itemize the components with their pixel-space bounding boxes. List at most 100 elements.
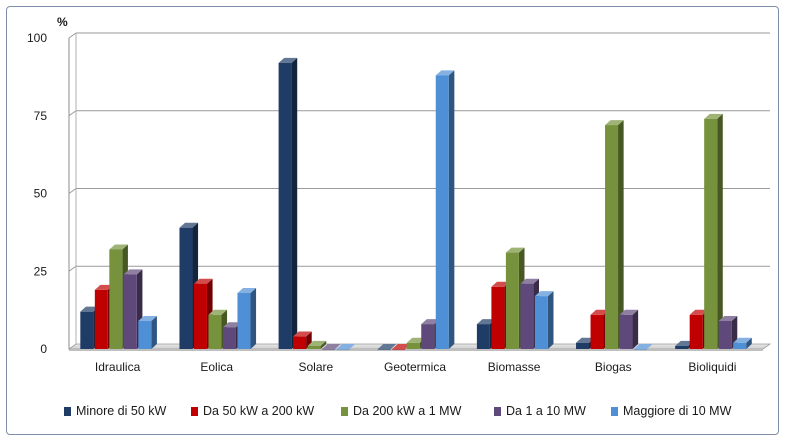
bar-top (435, 70, 455, 76)
bar-side (151, 316, 157, 349)
bar (307, 345, 321, 349)
chart-frame (6, 6, 779, 435)
bar (534, 296, 548, 349)
bar (193, 283, 207, 349)
bar (675, 345, 689, 349)
y-tick-label: 0 (40, 342, 47, 356)
bar-top (307, 340, 327, 346)
gridlines (67, 32, 772, 351)
bar (476, 324, 490, 349)
bar-top (675, 340, 694, 346)
bar-top (377, 344, 397, 349)
bar (222, 327, 236, 349)
legend-swatch (341, 406, 348, 416)
x-tick-label: Idraulica (95, 360, 141, 374)
bar-top (322, 344, 341, 349)
bar-top (392, 344, 411, 349)
bar (138, 321, 152, 349)
x-tick-label: Bioliquidi (688, 360, 736, 374)
legend-label: Da 1 a 10 MW (506, 404, 586, 418)
legend-label: Da 50 kW a 200 kW (203, 404, 315, 418)
y-tick-label: 100 (27, 31, 47, 45)
chart-floor-edge (69, 349, 763, 351)
bar (123, 274, 137, 349)
x-tick-label: Eolica (200, 360, 233, 374)
bar (237, 293, 251, 349)
bar-side (291, 57, 298, 349)
legend-item: Da 200 kW a 1 MW (341, 404, 461, 418)
bar (336, 349, 350, 350)
bar-top (123, 269, 143, 275)
bar-top (80, 306, 99, 312)
legend-item: Maggiore di 10 MW (611, 404, 731, 418)
bar-top (208, 309, 228, 315)
bar-top (718, 316, 738, 322)
legend-item: Da 1 a 10 MW (494, 404, 586, 418)
gridline-depth (68, 265, 77, 272)
bar (634, 349, 648, 350)
bar-top (505, 247, 525, 253)
x-tick-label: Biogas (595, 360, 632, 374)
bar (392, 349, 406, 350)
x-tick-label: Biomasse (488, 360, 541, 374)
gridline-depth (68, 32, 77, 39)
gridline-depth (68, 110, 77, 117)
bar-top (336, 344, 356, 349)
bar (689, 314, 703, 349)
legend: Minore di 50 kW Da 50 kW a 200 kW Da 200 k… (0, 404, 785, 424)
bar (619, 314, 633, 349)
bar-top (534, 291, 554, 297)
bar-top (138, 316, 157, 322)
labels: 0 25 50 75 100 Idraulica Eolica Solare Geotermic… (27, 31, 736, 374)
bar-top (491, 281, 510, 287)
bar-top (590, 309, 610, 315)
bar-side (448, 70, 455, 349)
legend-item: Minore di 50 kW (64, 404, 166, 418)
bar-top (733, 337, 752, 343)
bar-top (704, 113, 723, 119)
legend-item: Da 50 kW a 200 kW (191, 404, 314, 418)
y-tick-label: 50 (34, 187, 48, 201)
bar-top (293, 331, 312, 337)
bar (208, 314, 222, 349)
bar-top (278, 57, 298, 63)
bar-side (717, 113, 723, 349)
bar (80, 311, 94, 349)
bar-top (689, 309, 709, 315)
bar-top (109, 244, 128, 250)
bar-top (193, 278, 213, 284)
bar-top (576, 337, 595, 343)
bar-top (222, 322, 242, 328)
bar (505, 252, 519, 349)
x-tick-label: Geotermica (384, 360, 446, 374)
bar-side (618, 120, 624, 349)
bar (576, 342, 590, 349)
axes (68, 33, 77, 349)
bar (421, 324, 435, 349)
x-tick-label: Solare (299, 360, 334, 374)
y-tick-label: 25 (34, 264, 48, 278)
bar-top (94, 284, 114, 290)
bar-top (237, 288, 257, 294)
bars (80, 57, 752, 350)
bar-side (632, 309, 639, 349)
bar-top (476, 319, 496, 325)
bar-top (605, 120, 624, 126)
bar-chart: 0 25 50 75 100 Idraulica Eolica Solare Geotermic… (27, 15, 772, 374)
bar (704, 118, 718, 349)
bar (377, 349, 391, 350)
bar (406, 342, 420, 349)
bar (94, 289, 108, 349)
bar (733, 342, 747, 349)
bar (718, 321, 732, 349)
bar-top (421, 319, 440, 325)
legend-swatch (494, 406, 501, 416)
bar (605, 125, 619, 349)
bar-top (179, 222, 199, 228)
bar-top (406, 337, 426, 343)
bar-side (320, 340, 327, 349)
legend-swatch (64, 406, 71, 416)
legend-label: Da 200 kW a 1 MW (353, 404, 462, 418)
bar (293, 336, 307, 349)
bar (590, 314, 604, 349)
